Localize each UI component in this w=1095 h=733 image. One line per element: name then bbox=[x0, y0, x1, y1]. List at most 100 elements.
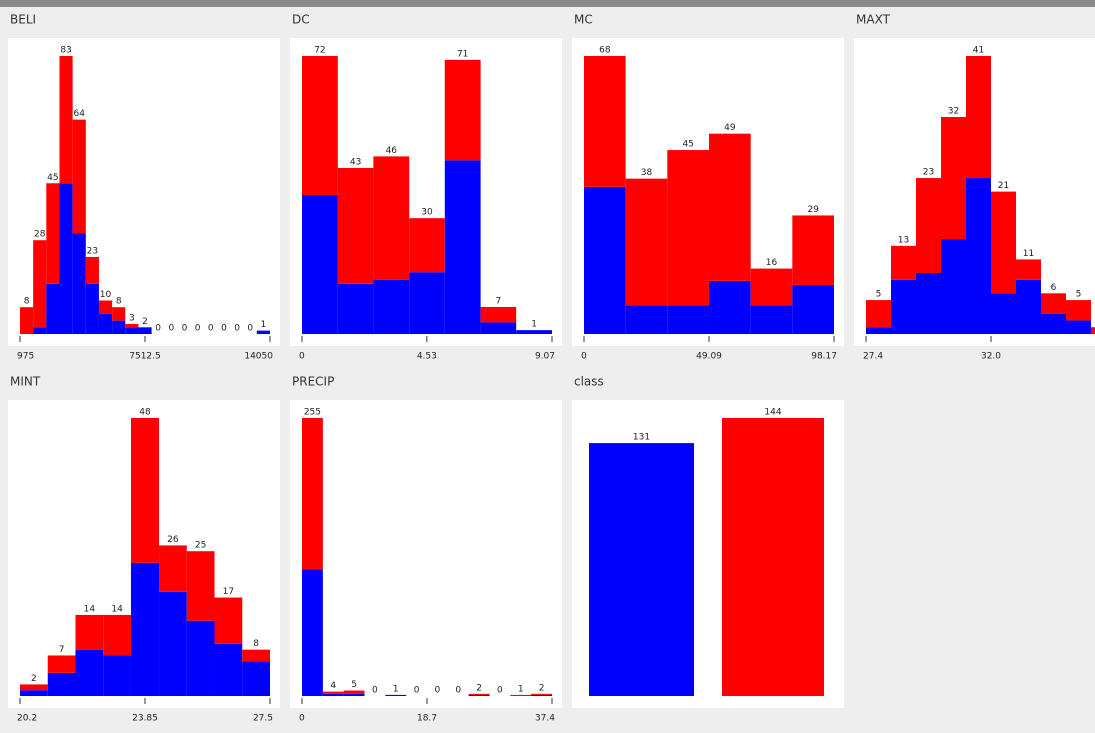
x-tick-label: 27.4 bbox=[863, 352, 883, 362]
histogram-segment bbox=[302, 56, 338, 195]
histogram-segment bbox=[1016, 279, 1041, 334]
bar-count-label: 13 bbox=[898, 235, 909, 245]
bar-count-label: 0 bbox=[435, 686, 441, 696]
histogram-segment bbox=[242, 649, 270, 662]
bar-count-label: 25 bbox=[195, 541, 206, 551]
bar-count-label: 0 bbox=[221, 324, 227, 334]
histogram-segment bbox=[1066, 320, 1091, 334]
bar-count-label: 14 bbox=[84, 604, 96, 614]
bar-count-label: 30 bbox=[421, 208, 433, 218]
bar-count-label: 83 bbox=[60, 46, 71, 56]
histogram-segment bbox=[159, 545, 187, 592]
bar-count-label: 0 bbox=[247, 324, 253, 334]
bar-count-label: 1 bbox=[518, 684, 524, 694]
histogram-segment bbox=[302, 418, 323, 570]
histogram-segment bbox=[709, 133, 751, 281]
bar-count-label: 38 bbox=[641, 168, 653, 178]
bar-count-label: 29 bbox=[807, 205, 819, 215]
histogram-segment bbox=[256, 330, 270, 334]
panel-title: PRECIP bbox=[292, 375, 334, 389]
bar-count-label: 2 bbox=[476, 683, 482, 693]
histogram-segment bbox=[916, 178, 941, 273]
histogram-segment bbox=[584, 56, 626, 187]
histogram-segment bbox=[891, 279, 916, 334]
bar-count-label: 255 bbox=[304, 408, 321, 418]
bar-count-label: 0 bbox=[155, 324, 161, 334]
histogram-segment bbox=[20, 690, 48, 696]
bar-count-label: 48 bbox=[139, 408, 151, 418]
histogram-segment bbox=[966, 56, 991, 179]
histogram-segment bbox=[125, 327, 139, 334]
x-tick-label: 0 bbox=[581, 352, 587, 362]
histogram-segment bbox=[625, 305, 668, 334]
bar-count-label: 4 bbox=[330, 681, 336, 691]
histogram-segment bbox=[75, 614, 104, 650]
histogram-segment bbox=[302, 195, 338, 334]
histogram-segment bbox=[480, 306, 517, 323]
histogram-segment bbox=[750, 305, 793, 334]
histogram-segment bbox=[47, 672, 76, 696]
bar-count-label: 8 bbox=[24, 297, 30, 307]
bar-count-label: 43 bbox=[350, 157, 361, 167]
bar-count-label: 8 bbox=[253, 639, 259, 649]
histogram-segment bbox=[159, 591, 187, 696]
panel-title: MINT bbox=[10, 375, 41, 389]
bar-count-label: 11 bbox=[1023, 249, 1034, 259]
histogram-segment bbox=[531, 694, 552, 696]
histogram-segment bbox=[667, 150, 710, 306]
histogram-segment bbox=[468, 694, 490, 696]
x-tick-label: 9.07 bbox=[535, 352, 555, 362]
histogram-segment bbox=[373, 279, 410, 334]
x-tick-label: 14050 bbox=[244, 352, 273, 362]
histogram-segment bbox=[667, 305, 710, 334]
histogram-segment bbox=[625, 178, 668, 306]
histogram-segment bbox=[98, 300, 113, 314]
bar-count-label: 3 bbox=[129, 313, 135, 323]
histogram-segment bbox=[103, 614, 131, 656]
x-tick-label: 20.2 bbox=[17, 714, 37, 724]
histogram-segment bbox=[343, 693, 365, 696]
bar-count-label: 131 bbox=[633, 433, 650, 443]
histogram-segment bbox=[409, 272, 445, 334]
histogram-segment bbox=[792, 215, 834, 285]
bar-count-label: 8 bbox=[116, 297, 122, 307]
histogram-segment bbox=[750, 268, 793, 306]
bar-count-label: 2 bbox=[142, 317, 148, 327]
bar-count-label: 14 bbox=[111, 604, 123, 614]
bar-count-label: 0 bbox=[414, 686, 420, 696]
histogram-segment bbox=[916, 272, 941, 334]
histogram-segment bbox=[468, 693, 490, 695]
histogram-segment bbox=[33, 327, 47, 334]
bar-count-label: 23 bbox=[87, 246, 98, 256]
bar-count-label: 0 bbox=[455, 686, 461, 696]
histogram-segment bbox=[138, 327, 152, 334]
x-tick-label: 32.0 bbox=[981, 352, 1001, 362]
histogram-segment bbox=[941, 117, 966, 240]
histogram-segment bbox=[444, 160, 481, 334]
histogram-segment bbox=[1091, 327, 1095, 334]
bar-count-label: 23 bbox=[923, 168, 934, 178]
histogram-segment bbox=[337, 167, 374, 284]
bar-count-label: 5 bbox=[876, 290, 882, 300]
histogram-segment bbox=[409, 218, 445, 273]
bar-count-label: 7 bbox=[496, 296, 502, 306]
bar-count-label: 17 bbox=[223, 587, 234, 597]
histogram-segment bbox=[444, 59, 481, 161]
bar-count-label: 49 bbox=[724, 123, 736, 133]
x-tick-label: 7512.5 bbox=[129, 352, 161, 362]
histogram-segment bbox=[385, 694, 407, 696]
panel-title: BELI bbox=[10, 13, 36, 27]
bar-count-label: 21 bbox=[998, 181, 1009, 191]
histogram-segment bbox=[72, 233, 86, 334]
bar-count-label: 2 bbox=[539, 683, 545, 693]
histogram-segment bbox=[75, 649, 104, 696]
histogram-segment bbox=[47, 655, 76, 673]
bar-count-label: 46 bbox=[386, 146, 398, 156]
histogram-segment bbox=[20, 684, 48, 691]
histogram-segment bbox=[1066, 300, 1091, 321]
bar-count-label: 32 bbox=[948, 107, 959, 117]
histogram-segment bbox=[891, 245, 916, 280]
histogram-segment bbox=[322, 691, 344, 694]
histogram-segment bbox=[214, 643, 243, 696]
histogram-segment bbox=[866, 327, 891, 334]
